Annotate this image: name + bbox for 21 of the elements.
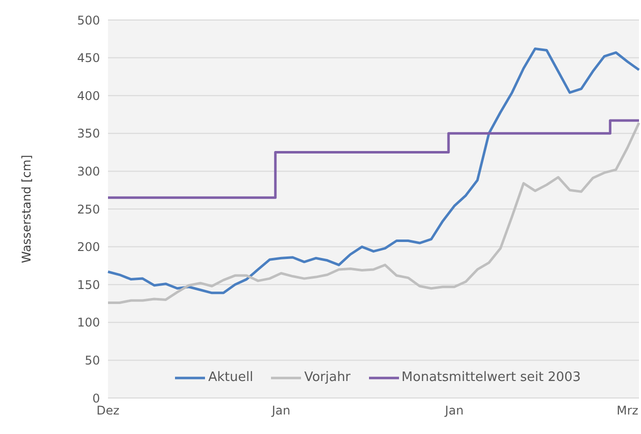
y-tick-label: 450 (77, 51, 100, 66)
y-tick-label: 100 (77, 316, 100, 330)
legend-label: Aktuell (208, 370, 254, 385)
y-axis-title: Wasserstand [cm] (19, 154, 34, 264)
x-tick-label: Jan (270, 404, 290, 418)
legend-label: Monatsmittelwert seit 2003 (402, 370, 581, 385)
y-tick-label: 250 (77, 202, 100, 216)
y-tick-label: 400 (77, 88, 100, 103)
y-tick-label: 200 (77, 240, 100, 254)
y-tick-label: 500 (77, 13, 100, 28)
y-tick-label: 0 (92, 391, 100, 406)
x-tick-label: Dez (96, 404, 120, 418)
x-tick-label: Jan (444, 404, 464, 418)
line-series (106, 47, 640, 294)
y-tick-label: 50 (84, 353, 100, 368)
line-series (106, 122, 640, 304)
y-tick-label: 150 (77, 278, 100, 292)
legend-label: Vorjahr (304, 370, 351, 385)
y-tick-label: 300 (77, 164, 100, 178)
y-tick-label: 350 (77, 126, 100, 141)
x-tick-label: Mrz (616, 404, 638, 418)
